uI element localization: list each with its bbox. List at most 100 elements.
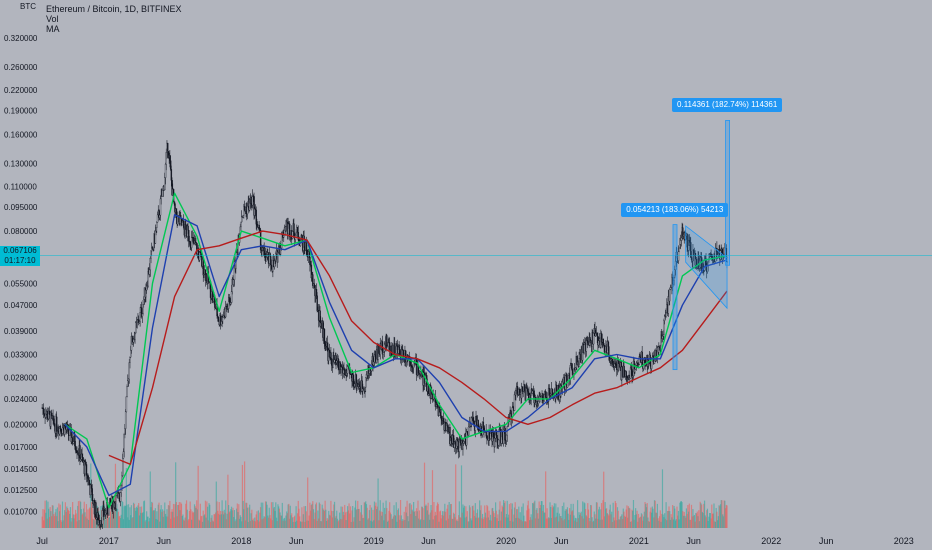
volume-bar <box>450 504 452 528</box>
candle-body <box>268 252 271 264</box>
volume-bar <box>280 515 282 528</box>
volume-bar <box>578 512 580 528</box>
candle-body <box>564 375 567 390</box>
volume-bar <box>299 521 302 528</box>
volume-bar <box>415 508 418 528</box>
volume-bar <box>186 509 188 528</box>
volume-bar <box>645 507 648 528</box>
volume-bar <box>515 517 517 528</box>
volume-bar <box>648 521 651 528</box>
volume-bar <box>497 521 500 528</box>
volume-bar <box>536 508 538 528</box>
volume-bar <box>576 500 579 528</box>
x-tick-label: Jun <box>289 536 304 546</box>
volume-bar <box>291 513 293 528</box>
volume-bar <box>663 517 665 528</box>
volume-bar <box>75 513 77 528</box>
volume-bar <box>172 511 174 528</box>
moving-average-indicator-label[interactable]: MA <box>46 24 60 34</box>
volume-bar <box>500 520 502 528</box>
volume-bar <box>666 520 668 528</box>
volume-bar <box>612 502 614 528</box>
volume-bar <box>529 517 532 528</box>
volume-bar <box>281 502 283 528</box>
volume-bar <box>279 512 281 528</box>
volume-bar <box>109 511 111 528</box>
y-tick-label: 0.039000 <box>4 327 38 336</box>
y-tick-label: 0.014500 <box>4 465 38 474</box>
ma-slow-line <box>108 230 728 465</box>
measure-range-label[interactable]: 0.114361 (182.74%) 114361 <box>672 98 783 113</box>
volume-bar <box>614 500 616 528</box>
volume-bar <box>513 507 516 528</box>
volume-bar <box>104 519 106 528</box>
volume-bar <box>434 511 436 528</box>
volume-bar <box>78 520 80 528</box>
volume-bar <box>191 519 193 528</box>
y-tick-label: 0.024000 <box>4 395 38 404</box>
volume-bar <box>147 516 149 528</box>
volume-bar <box>563 519 566 528</box>
volume-bar <box>153 510 155 528</box>
volume-bar <box>711 504 713 528</box>
measure-range-label[interactable]: 0.054213 (183.06%) 54213 <box>621 202 729 217</box>
volume-bar <box>535 509 537 528</box>
volume-bar <box>262 518 265 528</box>
volume-bar <box>576 521 578 528</box>
volume-bar <box>667 510 669 528</box>
volume-bar <box>664 513 666 528</box>
volume-bar <box>488 510 490 528</box>
volume-bar <box>132 516 134 528</box>
volume-bar <box>233 516 235 528</box>
symbol-title[interactable]: Ethereum / Bitcoin, 1D, BITFINEX <box>46 4 182 14</box>
volume-bar <box>477 518 479 528</box>
volume-bar <box>539 508 541 528</box>
volume-bar <box>58 511 61 528</box>
volume-bar <box>261 519 263 528</box>
volume-bar <box>500 511 503 528</box>
volume-bar <box>701 511 703 528</box>
volume-bar <box>85 516 87 528</box>
candle-body <box>283 235 285 238</box>
x-tick-label: Jul <box>36 536 48 546</box>
x-axis[interactable]: Jul 2017 Jun 2018 Jun 2019 Jun 2020 Jun 2021 Jun 20… <box>36 536 913 546</box>
volume-bar <box>357 509 360 528</box>
price-unit-label: BTC <box>20 2 36 11</box>
volume-bar <box>509 520 511 528</box>
volume-bar <box>485 517 487 528</box>
volume-bar <box>64 510 66 528</box>
volume-bar <box>329 515 331 528</box>
volume-bar <box>351 510 353 528</box>
volume-bar <box>146 516 148 528</box>
volume-bar <box>331 517 333 528</box>
candle-body <box>72 441 75 444</box>
volume-bar <box>262 502 264 528</box>
candle-body <box>142 304 144 315</box>
measure-range-box[interactable] <box>672 224 678 371</box>
volume-bar <box>613 520 616 528</box>
x-tick-label: Jun <box>819 536 834 546</box>
volume-bar <box>366 507 368 528</box>
volume-bar <box>384 507 386 528</box>
volume-bar <box>201 515 203 528</box>
volume-bar <box>125 506 127 528</box>
volume-indicator-label[interactable]: Vol <box>46 14 59 24</box>
volume-bar <box>673 505 675 528</box>
volume-bar <box>135 506 138 528</box>
triangle-pattern-drawing[interactable] <box>685 225 728 310</box>
volume-bar <box>470 518 472 528</box>
measure-range-box[interactable] <box>725 120 730 266</box>
volume-bar <box>558 513 561 528</box>
volume-bar <box>481 518 483 528</box>
candle-body <box>548 387 551 396</box>
y-tick-label: 0.190000 <box>4 107 38 116</box>
volume-bar <box>606 513 608 528</box>
volume-bar <box>139 506 141 528</box>
volume-bar <box>212 521 214 528</box>
volume-bar <box>709 513 711 528</box>
volume-bar <box>610 514 612 528</box>
y-axis[interactable]: 0.320000 0.260000 0.220000 0.190000 0.160000… <box>4 34 38 517</box>
volume-bar <box>417 500 419 528</box>
